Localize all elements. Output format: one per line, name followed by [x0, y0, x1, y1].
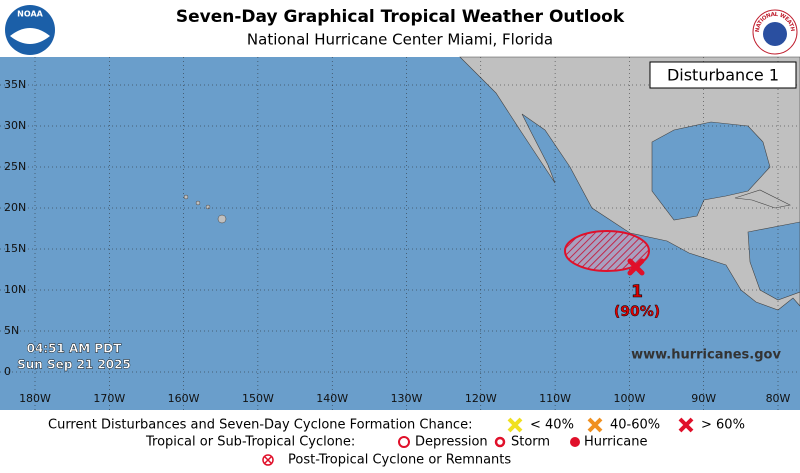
legend-medium: 40-60%	[610, 418, 660, 433]
lat-label: 0	[4, 365, 11, 378]
legend-low: < 40%	[530, 418, 574, 433]
nws-center	[763, 22, 787, 46]
legend-high: > 60%	[701, 418, 745, 433]
lon-label: 170W	[93, 392, 125, 405]
legend-hurricane: Hurricane	[584, 435, 647, 450]
gulf-of-mexico	[651, 121, 771, 221]
noaa-text: NOAA	[17, 10, 43, 19]
lat-label: 30N	[4, 119, 26, 132]
lon-label: 180W	[19, 392, 51, 405]
caribbean	[747, 221, 800, 301]
lon-label: 80W	[766, 392, 791, 405]
legend-depression: Depression	[415, 435, 488, 450]
lon-label: 140W	[316, 392, 348, 405]
lon-label: 150W	[242, 392, 274, 405]
legend-x-orange	[587, 417, 603, 433]
lon-label: 90W	[691, 392, 716, 405]
time: 04:51 AM PDT	[27, 342, 123, 356]
lat-label: 25N	[4, 160, 26, 173]
subtitle: National Hurricane Center Miami, Florida	[247, 31, 553, 49]
lon-label: 160W	[168, 392, 200, 405]
legend-storm: Storm	[511, 435, 550, 450]
disturbance-x	[627, 258, 645, 276]
disturbance-number: 1	[631, 282, 643, 302]
panel-label: Disturbance 1	[667, 66, 779, 85]
legend-x-red	[678, 417, 694, 433]
url: www.hurricanes.gov	[631, 348, 781, 363]
panel-box	[649, 61, 797, 89]
lat-label: 5N	[4, 324, 19, 337]
noaa-wave	[10, 28, 50, 44]
legend-row3: Post-Tropical Cyclone or Remnants	[288, 453, 511, 468]
legend-row1: Current Disturbances and Seven-Day Cyclo…	[48, 418, 472, 433]
lon-label: 110W	[539, 392, 571, 405]
lat-label: 10N	[4, 283, 26, 296]
cuba	[734, 189, 791, 209]
date: Sun Sep 21 2025	[17, 358, 131, 372]
legend-x-yellow	[507, 417, 523, 433]
legend-hurricane-icon	[570, 437, 580, 447]
legend-post-x	[264, 456, 272, 464]
lat-label: 20N	[4, 201, 26, 214]
legend-post-icon	[262, 454, 274, 466]
lon-label: 120W	[465, 392, 497, 405]
land	[459, 56, 800, 311]
lat-label: 35N	[4, 78, 26, 91]
lat-label: 15N	[4, 242, 26, 255]
title: Seven-Day Graphical Tropical Weather Out…	[176, 7, 625, 27]
legend-depression-icon	[398, 436, 410, 448]
lon-label: 130W	[391, 392, 423, 405]
legend-row2: Tropical or Sub-Tropical Cyclone:	[145, 435, 355, 450]
legend-storm-icon	[494, 436, 506, 448]
disturbance-chance: (90%)	[614, 304, 660, 320]
lon-label: 100W	[613, 392, 645, 405]
